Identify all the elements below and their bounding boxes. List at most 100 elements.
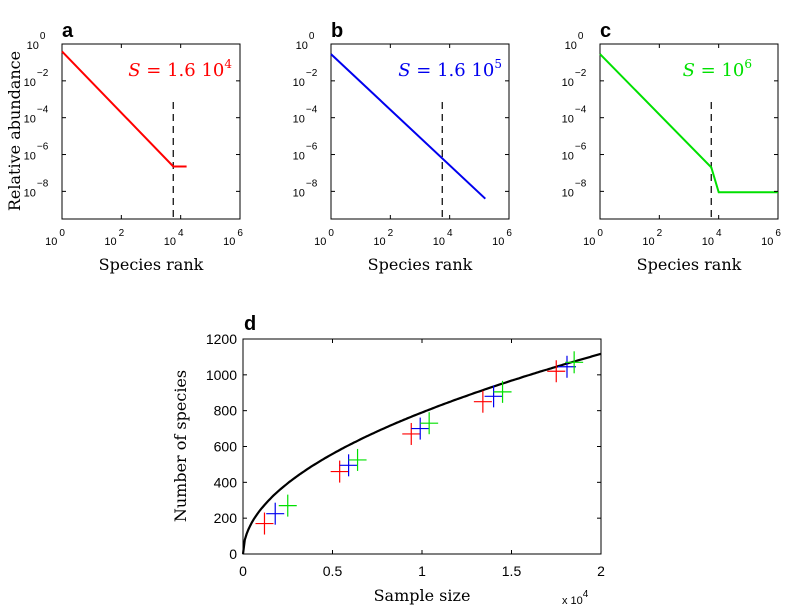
y-tick-label: 10−4 — [562, 105, 587, 126]
y-tick-label: 10−8 — [24, 178, 49, 199]
x-tick-label: 102 — [373, 228, 393, 248]
annotation-a-eq: = 1.6 10 — [141, 60, 225, 81]
x-axis-label-d: Sample size — [374, 586, 471, 605]
x-tick-label: 104 — [702, 228, 722, 248]
y-tick-label: 1000 — [206, 367, 237, 383]
y-tick-base: 10 — [24, 187, 36, 199]
x-tick-exp: 6 — [506, 228, 512, 239]
scatter-point — [565, 351, 584, 374]
y-tick-base: 10 — [293, 114, 305, 126]
x-multiplier-d: x 104 — [562, 589, 589, 607]
annotation-b: S = 1.6 105 — [398, 57, 502, 81]
scatter-point — [402, 422, 421, 445]
y-tick-label: 10−6 — [24, 142, 49, 163]
y-tick-label: 400 — [214, 474, 238, 490]
x-tick-exp: 0 — [597, 228, 603, 239]
annotation-a-exp: 4 — [224, 57, 232, 71]
x-tick-label: 0.5 — [323, 563, 343, 579]
scatter-point — [255, 512, 274, 535]
fit-curve — [241, 352, 602, 555]
y-tick-exp: −2 — [306, 68, 318, 79]
y-tick-base: 10 — [565, 40, 577, 52]
y-tick-label: 1200 — [206, 331, 237, 347]
x-tick-label: 100 — [314, 228, 334, 248]
y-tick-label: 600 — [214, 439, 238, 455]
y-tick-base: 10 — [24, 77, 36, 89]
plot-frame-b — [330, 43, 510, 220]
y-tick-label: 10−4 — [293, 105, 318, 126]
x-tick-label: 2 — [597, 563, 605, 579]
y-tick-exp: −8 — [37, 178, 49, 189]
y-tick-exp: −6 — [575, 142, 587, 153]
scatter-point — [557, 355, 576, 378]
y-tick-label: 100 — [296, 31, 315, 52]
y-tick-label: 10−8 — [562, 178, 587, 199]
scatter-point — [339, 454, 358, 477]
y-tick-label: 10−2 — [24, 68, 49, 89]
scatter-point — [484, 385, 503, 408]
x-tick-base: 10 — [583, 236, 595, 248]
y-tick-exp: −4 — [306, 105, 318, 116]
x-tick-base: 10 — [314, 236, 326, 248]
y-tick-label: 800 — [214, 403, 238, 419]
annotation-b-eq: = 1.6 10 — [411, 60, 495, 81]
y-tick-exp: −4 — [37, 105, 49, 116]
x-tick-label: 1 — [418, 563, 426, 579]
plot-area-b — [330, 53, 486, 219]
x-axis-label-b: Species rank — [368, 255, 473, 274]
plot-frame-a — [61, 43, 241, 220]
y-tick-base: 10 — [24, 114, 36, 126]
x-tick-label: 102 — [642, 228, 662, 248]
scatter-point — [330, 460, 349, 483]
y-tick-exp: −4 — [575, 105, 587, 116]
series-line-a — [61, 50, 187, 168]
series-line-b — [330, 53, 486, 200]
scatter-point — [266, 502, 285, 525]
x-tick-base: 10 — [642, 236, 654, 248]
plot-frame-c — [599, 43, 779, 220]
y-tick-base: 10 — [562, 77, 574, 89]
panel-letter-c: c — [600, 20, 611, 42]
x-tick-label: 1.5 — [502, 563, 522, 579]
y-tick-label: 10−4 — [24, 105, 49, 126]
y-tick-exp: −2 — [37, 68, 49, 79]
annotation-a-lhs: S — [128, 60, 140, 81]
y-tick-base: 10 — [562, 151, 574, 163]
x-tick-label: 106 — [223, 228, 243, 248]
y-tick-label: 0 — [229, 546, 237, 562]
x-tick-label: 0 — [239, 563, 247, 579]
y-tick-exp: −8 — [575, 178, 587, 189]
annotation-b-lhs: S — [398, 60, 410, 81]
panel-letter-b: b — [331, 20, 343, 42]
y-tick-base: 10 — [27, 40, 39, 52]
scatter-point — [278, 494, 297, 517]
y-tick-base: 10 — [562, 114, 574, 126]
scatter-point — [473, 390, 492, 413]
y-tick-base: 10 — [293, 77, 305, 89]
y-tick-exp: −6 — [306, 142, 318, 153]
x-tick-label: 104 — [433, 228, 453, 248]
y-tick-label: 100 — [27, 31, 46, 52]
x-ticks-d: 0 0.5 1 1.5 2 — [239, 339, 605, 579]
scatter-point — [420, 412, 439, 435]
x-tick-label: 102 — [104, 228, 124, 248]
x-tick-exp: 4 — [178, 228, 184, 239]
panel-d: d 0 0.5 1 1.5 2 0 200 400 600 800 1000 1200 Sample… — [171, 313, 605, 607]
annotation-b-exp: 5 — [494, 57, 502, 71]
x-tick-label: 106 — [761, 228, 781, 248]
x-axis-label-a: Species rank — [99, 255, 204, 274]
panel-letter-d: d — [244, 313, 256, 335]
y-tick-exp: 0 — [309, 31, 315, 42]
x-tick-exp: 4 — [716, 228, 722, 239]
x-tick-label: 106 — [492, 228, 512, 248]
x-tick-base: 10 — [164, 236, 176, 248]
x-tick-base: 10 — [433, 236, 445, 248]
